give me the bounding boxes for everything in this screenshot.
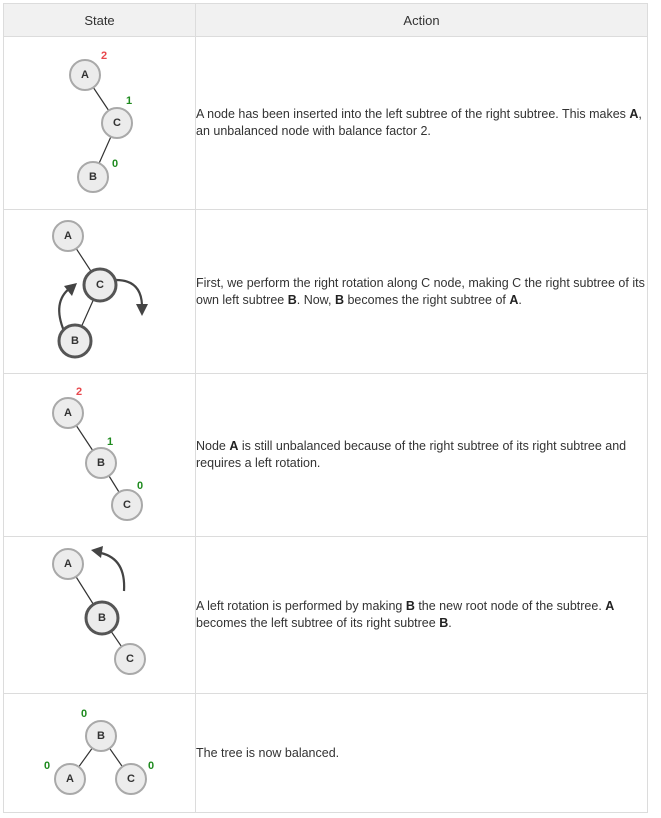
balance-factor-b: 1 <box>107 436 113 448</box>
action-text: The tree is now balanced. <box>196 745 340 760</box>
balance-factor-a: 2 <box>76 386 82 398</box>
bold-node-ref: A <box>229 439 239 453</box>
svg-text:A: A <box>64 230 72 242</box>
svg-text:B: B <box>71 335 79 347</box>
action-cell-4: A left rotation is performed by making B… <box>195 536 648 694</box>
svg-text:C: C <box>126 653 134 665</box>
state-column-header: State <box>3 3 196 37</box>
action-cell-1: A node has been inserted into the left s… <box>195 36 648 210</box>
tree-diagram-5: B A C 0 0 0 <box>44 708 154 795</box>
tree-diagram-1: A C B 2 1 0 <box>69 50 133 193</box>
bold-node-ref: B <box>334 292 344 307</box>
svg-text:C: C <box>123 499 131 511</box>
tree-node-c: C <box>115 763 147 795</box>
svg-text:B: B <box>97 457 105 469</box>
rotate-up-arrowhead <box>64 283 77 296</box>
bold-node-ref: A <box>605 599 615 613</box>
step-row-2: A C B First, we perform the right rotati… <box>3 209 648 374</box>
bold-node-ref: B <box>287 292 297 307</box>
svg-text:C: C <box>127 773 135 785</box>
action-text: A node has been inserted into the left s… <box>196 107 630 121</box>
tree-node-c: C <box>101 107 133 139</box>
bold-node-ref: B <box>439 616 449 630</box>
step-row-5: B A C 0 0 0 The tree is now balanced. <box>3 693 648 813</box>
svg-text:A: A <box>64 558 72 570</box>
action-cell-2: First, we perform the right rotation alo… <box>195 209 648 374</box>
avl-rotation-table: State Action A C B 2 1 0 A node has been… <box>3 3 648 813</box>
svg-text:A: A <box>66 773 74 785</box>
action-text: . <box>448 616 452 630</box>
tree-node-b: B <box>85 447 117 479</box>
svg-text:C: C <box>113 117 121 129</box>
action-text: Node <box>196 439 230 453</box>
bold-node-ref: B <box>405 599 415 613</box>
bold-node-ref: A <box>629 107 639 121</box>
tree-node-b: B <box>84 600 120 636</box>
action-text: becomes the left subtree of its right su… <box>196 616 440 630</box>
tree-node-c: C <box>111 489 143 521</box>
tree-node-a: A <box>54 763 86 795</box>
action-text: the new root node of the subtree. <box>414 599 606 613</box>
state-cell-1: A C B 2 1 0 <box>3 36 196 210</box>
rotate-down-arrowhead <box>136 304 148 316</box>
rotate-up-arrow <box>58 287 71 332</box>
svg-text:B: B <box>97 730 105 742</box>
action-text: . <box>518 292 522 307</box>
rotate-down-arrow <box>115 278 144 306</box>
tree-node-b: B <box>57 323 93 359</box>
balance-factor-c: 0 <box>137 480 143 492</box>
rotate-left-arrow <box>100 551 126 592</box>
action-text: is still unbalanced because of the right… <box>196 439 627 470</box>
svg-text:B: B <box>89 171 97 183</box>
tree-node-a: A <box>69 59 101 91</box>
tree-node-a: A <box>52 397 84 429</box>
svg-text:C: C <box>96 279 104 291</box>
tree-diagram-4: A B C <box>52 546 146 675</box>
action-cell-3: Node A is still unbalanced because of th… <box>195 373 648 537</box>
tree-node-c: C <box>82 267 118 303</box>
tree-node-a: A <box>52 220 84 252</box>
state-cell-5: B A C 0 0 0 <box>3 693 196 813</box>
tree-node-b: B <box>85 720 117 752</box>
action-text: A left rotation is performed by making <box>196 599 406 613</box>
state-cell-4: A B C <box>3 536 196 694</box>
tree-node-a: A <box>52 548 84 580</box>
action-text: becomes the right subtree of <box>344 292 510 307</box>
tree-diagram-2: A C B <box>52 220 148 359</box>
state-cell-3: A B C 2 1 0 <box>3 373 196 537</box>
action-column-header: Action <box>195 3 648 37</box>
state-cell-2: A C B <box>3 209 196 374</box>
step-row-1: A C B 2 1 0 A node has been inserted int… <box>3 36 648 210</box>
svg-text:A: A <box>64 407 72 419</box>
balance-factor-a: 0 <box>44 760 50 772</box>
balance-factor-c: 1 <box>126 95 132 107</box>
balance-factor-c: 0 <box>148 760 154 772</box>
bold-node-ref: A <box>509 292 519 307</box>
action-text: , an unbalanced node with balance factor… <box>196 107 642 138</box>
balance-factor-b: 0 <box>81 708 87 720</box>
tree-node-c: C <box>114 643 146 675</box>
header-row: State Action <box>3 3 648 37</box>
action-text: First, we perform the right rotation alo… <box>196 275 645 307</box>
step-row-4: A B C A left rotation is performed by ma… <box>3 536 648 694</box>
svg-text:B: B <box>98 612 106 624</box>
rotate-left-arrowhead <box>91 546 103 558</box>
action-text: . Now, <box>296 292 335 307</box>
svg-text:A: A <box>81 69 89 81</box>
tree-diagram-3: A B C 2 1 0 <box>52 386 143 521</box>
tree-node-b: B <box>77 161 109 193</box>
balance-factor-b: 0 <box>112 158 118 170</box>
balance-factor-a: 2 <box>101 50 107 62</box>
step-row-3: A B C 2 1 0 Node A is still unbalanced b… <box>3 373 648 537</box>
action-cell-5: The tree is now balanced. <box>195 693 648 813</box>
